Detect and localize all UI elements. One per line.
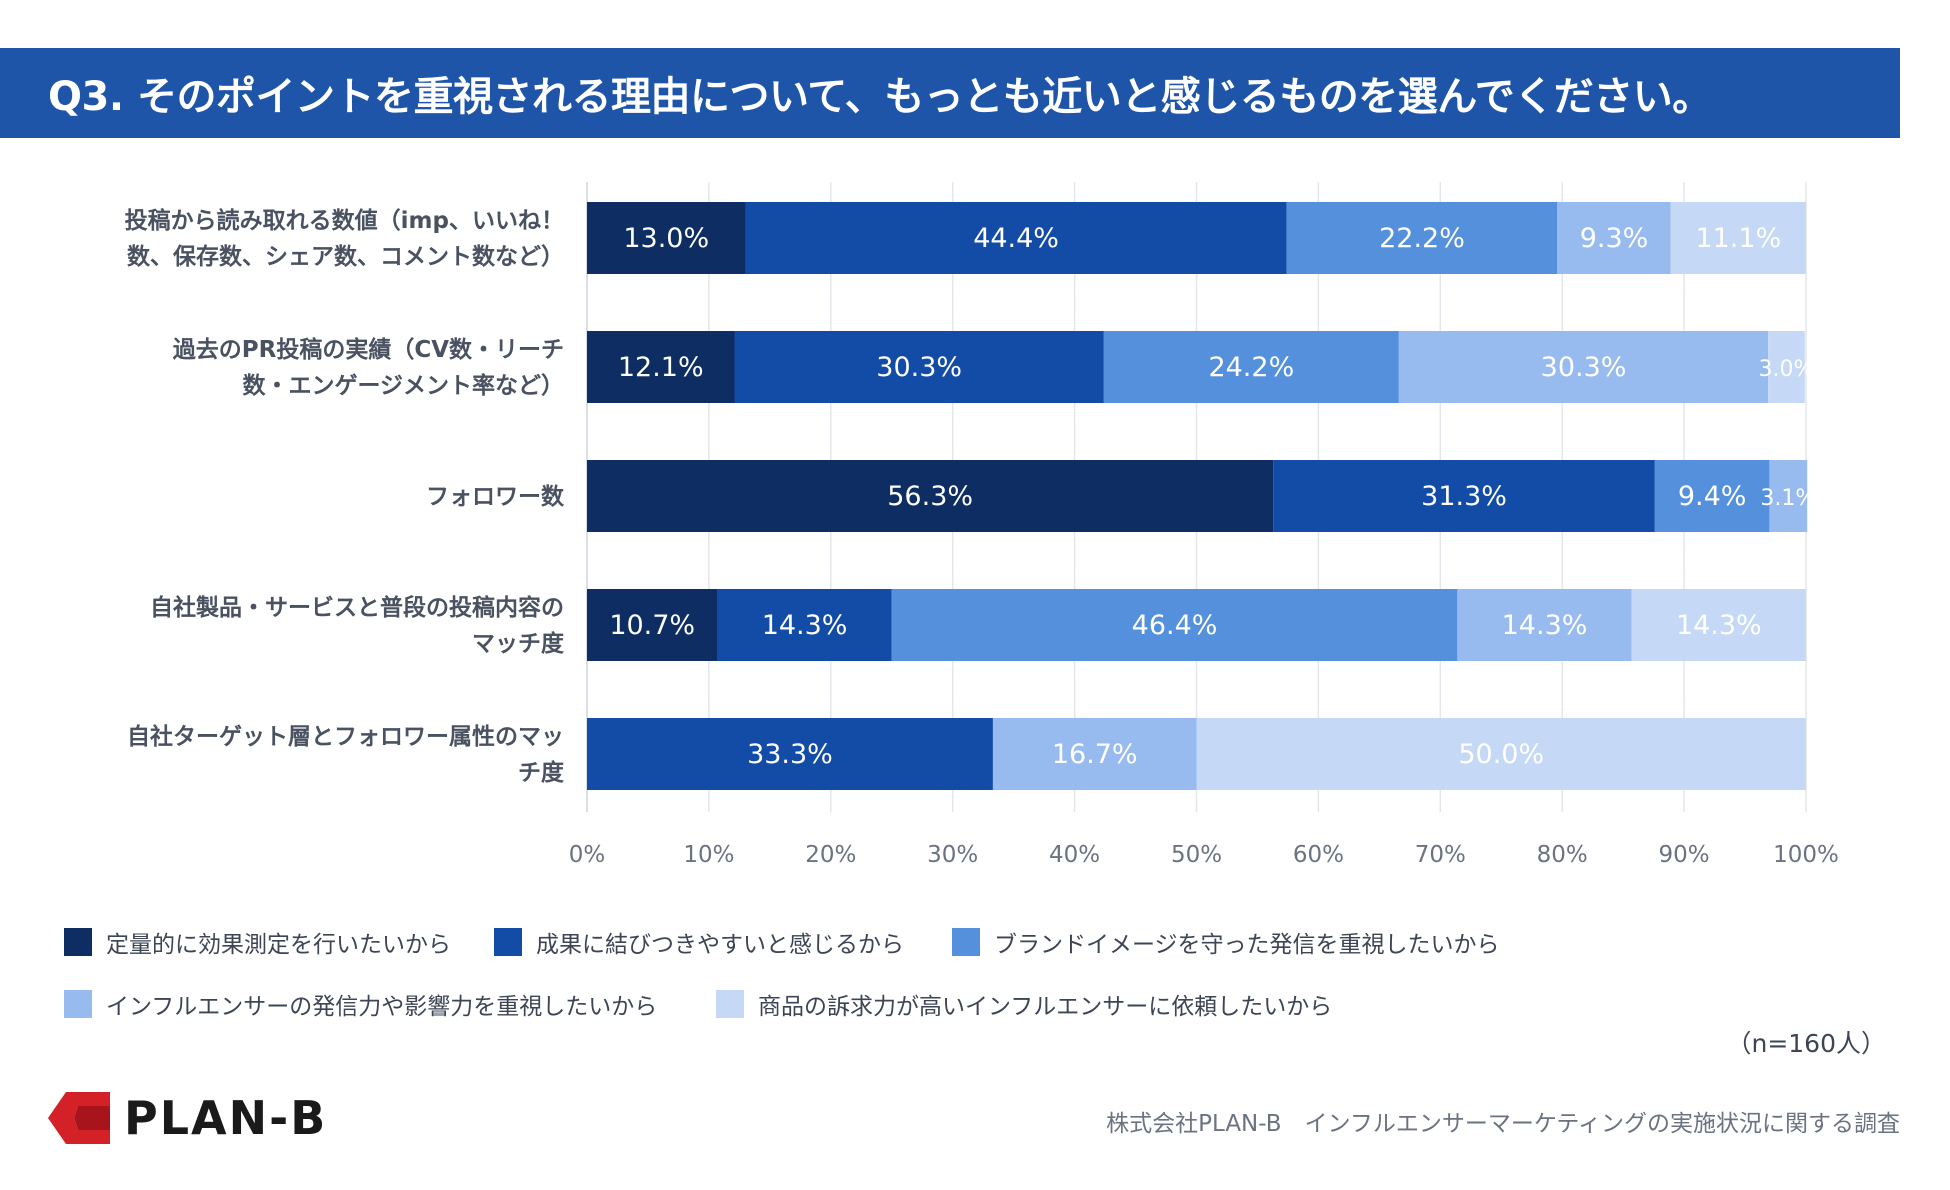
legend-label: 成果に結びつきやすいと感じるから xyxy=(536,932,904,958)
category-label: 投稿から読み取れる数値（imp、いいね！ xyxy=(125,207,564,234)
bar-segment xyxy=(734,331,1104,403)
data-label: 9.4% xyxy=(1678,481,1747,512)
x-tick-label: 90% xyxy=(1659,842,1710,868)
legend-swatch xyxy=(716,990,744,1018)
data-label: 50.0% xyxy=(1458,739,1544,770)
bar-segment xyxy=(1557,202,1671,274)
legend-swatch xyxy=(952,928,980,956)
x-tick-label: 40% xyxy=(1049,842,1100,868)
data-label: 16.7% xyxy=(1052,739,1138,770)
sample-size-note: （n=160人） xyxy=(1726,1029,1886,1058)
data-label: 22.2% xyxy=(1379,223,1465,254)
data-label: 24.2% xyxy=(1208,352,1294,383)
data-label: 56.3% xyxy=(887,481,973,512)
x-tick-label: 80% xyxy=(1537,842,1588,868)
x-tick-label: 30% xyxy=(927,842,978,868)
category-label: チ度 xyxy=(518,759,565,786)
data-label: 31.3% xyxy=(1421,481,1507,512)
legend-label: インフルエンサーの発信力や影響力を重視したいから xyxy=(106,994,658,1020)
x-tick-label: 20% xyxy=(805,842,856,868)
category-label: 数・エンゲージメント率など） xyxy=(242,372,564,399)
data-label: 10.7% xyxy=(609,610,695,641)
x-tick-label: 50% xyxy=(1171,842,1222,868)
legend-label: 定量的に効果測定を行いたいから xyxy=(106,932,451,958)
page-title: Q3. そのポイントを重視される理由について、もっとも近いと感じるものを選んでく… xyxy=(48,74,1712,120)
data-label: 14.3% xyxy=(1502,610,1588,641)
legend-label: 商品の訴求力が高いインフルエンサーに依頼したいから xyxy=(758,994,1333,1020)
bar-segment xyxy=(1769,460,1808,532)
category-label: 過去のPR投稿の実績（CV数・リーチ xyxy=(173,336,564,363)
data-label: 46.4% xyxy=(1132,610,1218,641)
bar-segment xyxy=(1103,331,1399,403)
bar-segment xyxy=(1670,202,1806,274)
data-label: 14.3% xyxy=(1676,610,1762,641)
data-label: 9.3% xyxy=(1580,223,1649,254)
data-label: 33.3% xyxy=(747,739,833,770)
bar-segment xyxy=(1398,331,1769,403)
bar-segment xyxy=(1768,331,1805,403)
bar-segment xyxy=(717,589,892,661)
x-tick-label: 10% xyxy=(683,842,734,868)
bar-segment xyxy=(1273,460,1655,532)
bar-segment xyxy=(587,202,746,274)
category-label: マッチ度 xyxy=(472,630,565,657)
legend-label: ブランドイメージを守った発信を重視したいから xyxy=(994,932,1500,958)
data-label: 14.3% xyxy=(762,610,848,641)
legend-item: ブランドイメージを守った発信を重視したいから xyxy=(952,925,1500,959)
data-label: 30.3% xyxy=(1541,352,1627,383)
data-label: 12.1% xyxy=(618,352,704,383)
legend-swatch xyxy=(64,990,92,1018)
bar-segment xyxy=(1631,589,1806,661)
data-label: 44.4% xyxy=(973,223,1059,254)
data-label: 13.0% xyxy=(623,223,709,254)
x-tick-label: 100% xyxy=(1773,842,1839,868)
category-label: 自社ターゲット層とフォロワー属性のマッ xyxy=(127,723,564,750)
data-label: 3.1% xyxy=(1760,486,1816,511)
legend-swatch xyxy=(494,928,522,956)
bar-segment xyxy=(1196,718,1806,790)
legend-item: 商品の訴求力が高いインフルエンサーに依頼したいから xyxy=(716,987,1332,1021)
category-label: 自社製品・サービスと普段の投稿内容の xyxy=(150,594,564,621)
bar-segment xyxy=(1457,589,1632,661)
bar-segment xyxy=(1286,202,1558,274)
bar-segment xyxy=(587,718,993,790)
legend-swatch xyxy=(64,928,92,956)
title-bar: Q3. そのポイントを重視される理由について、もっとも近いと感じるものを選んでく… xyxy=(0,48,1900,138)
logo-text: PLAN-B xyxy=(124,1091,328,1145)
plan-b-logo-icon xyxy=(48,1092,110,1144)
bar-segment xyxy=(587,589,718,661)
x-tick-label: 70% xyxy=(1415,842,1466,868)
x-tick-label: 0% xyxy=(569,842,606,868)
data-label: 30.3% xyxy=(876,352,962,383)
legend-item: インフルエンサーの発信力や影響力を重視したいから xyxy=(64,987,657,1021)
legend-item: 定量的に効果測定を行いたいから xyxy=(64,925,451,959)
category-label: フォロワー数 xyxy=(426,484,565,510)
stacked-bar-chart: 0% 10% 20% 30% 40% 50% 60% 70% 80% 90% 100% 投稿から読み取… xyxy=(125,182,1839,868)
x-tick-label: 60% xyxy=(1293,842,1344,868)
data-label: 3.0% xyxy=(1759,357,1815,382)
data-label: 11.1% xyxy=(1695,223,1781,254)
bar-segment xyxy=(587,331,735,403)
legend-item: 成果に結びつきやすいと感じるから xyxy=(494,925,904,959)
source-note: 株式会社PLAN-B インフルエンサーマーケティングの実施状況に関する調査 xyxy=(1106,1111,1900,1137)
bar-segment xyxy=(745,202,1287,274)
category-label: 数、保存数、シェア数、コメント数など） xyxy=(127,243,564,270)
logo: PLAN-B xyxy=(48,1091,328,1145)
bar-segment xyxy=(891,589,1458,661)
bar-segment xyxy=(587,460,1274,532)
bar-segment xyxy=(1654,460,1770,532)
bar-segment xyxy=(992,718,1197,790)
